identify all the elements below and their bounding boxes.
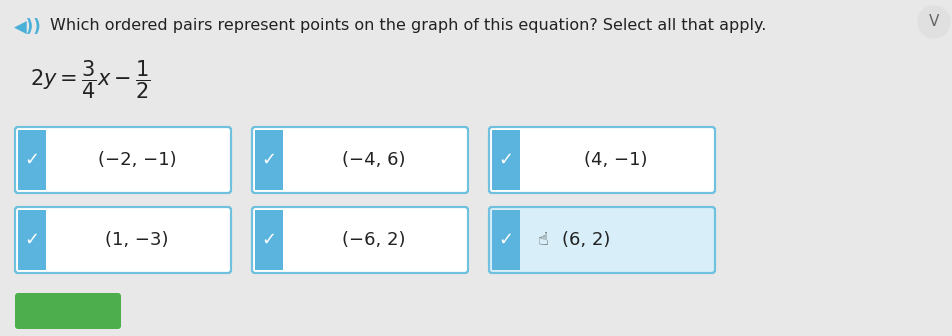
Text: ◀)): ◀)) bbox=[14, 18, 42, 36]
Bar bbox=[18, 210, 46, 270]
FancyBboxPatch shape bbox=[15, 207, 231, 273]
Text: ✓: ✓ bbox=[499, 231, 513, 249]
Text: $2y = \dfrac{3}{4}x - \dfrac{1}{2}$: $2y = \dfrac{3}{4}x - \dfrac{1}{2}$ bbox=[30, 58, 150, 100]
Bar bbox=[492, 130, 520, 190]
FancyBboxPatch shape bbox=[252, 127, 468, 193]
Text: ✓: ✓ bbox=[262, 151, 277, 169]
FancyBboxPatch shape bbox=[489, 127, 715, 193]
FancyBboxPatch shape bbox=[252, 207, 468, 273]
Text: (4, −1): (4, −1) bbox=[585, 151, 647, 169]
FancyBboxPatch shape bbox=[489, 207, 715, 273]
Text: (6, 2): (6, 2) bbox=[562, 231, 610, 249]
Bar bbox=[18, 130, 46, 190]
FancyBboxPatch shape bbox=[15, 293, 121, 329]
Circle shape bbox=[918, 6, 950, 38]
Text: (−4, 6): (−4, 6) bbox=[343, 151, 406, 169]
Bar bbox=[492, 210, 520, 270]
Bar bbox=[255, 210, 283, 270]
Text: Which ordered pairs represent points on the graph of this equation? Select all t: Which ordered pairs represent points on … bbox=[50, 18, 766, 33]
Text: V: V bbox=[929, 14, 940, 30]
FancyBboxPatch shape bbox=[15, 127, 231, 193]
Text: (1, −3): (1, −3) bbox=[106, 231, 169, 249]
Text: ✓: ✓ bbox=[25, 231, 40, 249]
Text: ☝: ☝ bbox=[538, 231, 549, 249]
Text: (−2, −1): (−2, −1) bbox=[98, 151, 176, 169]
Text: ✓: ✓ bbox=[262, 231, 277, 249]
Text: ✓: ✓ bbox=[499, 151, 513, 169]
Text: (−6, 2): (−6, 2) bbox=[343, 231, 406, 249]
Bar bbox=[255, 130, 283, 190]
Text: ✓: ✓ bbox=[25, 151, 40, 169]
